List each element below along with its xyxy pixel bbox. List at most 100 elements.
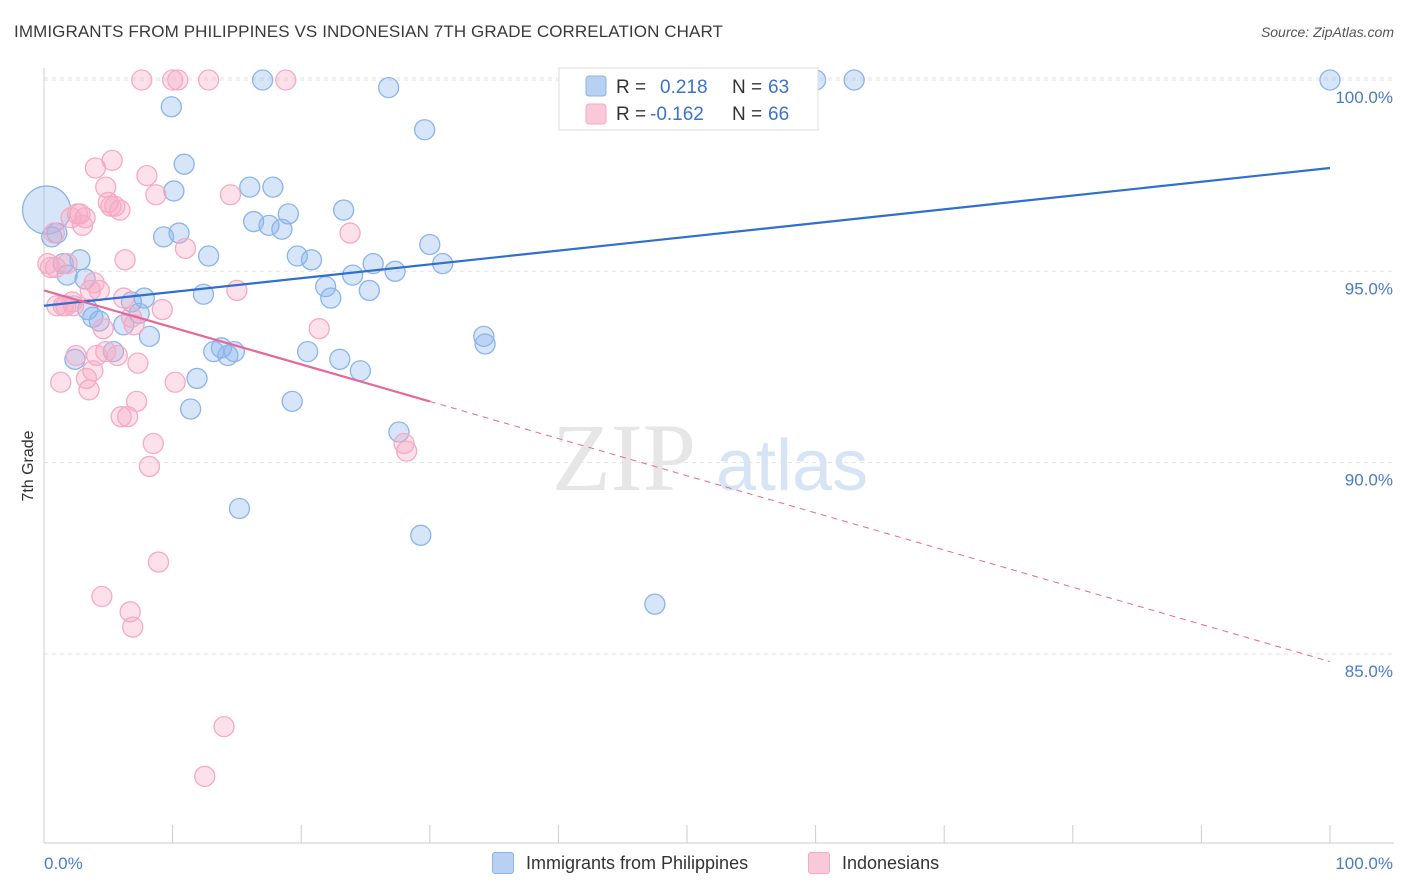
- point-indonesians-51: [219, 184, 242, 206]
- point-indonesians-50: [213, 715, 235, 738]
- point-philippines-45: [341, 264, 364, 286]
- point-indonesians-48: [174, 237, 197, 259]
- legend-swatch-philippines-bottom: [492, 852, 514, 874]
- point-indonesians-40: [138, 455, 161, 478]
- legend-n-value-philippines: 63: [768, 77, 789, 98]
- point-indonesians-14: [78, 379, 100, 401]
- point-indonesians-6: [56, 252, 78, 275]
- trend-lines: [43, 166, 1331, 663]
- legend-item-philippines: Immigrants from Philippines: [492, 852, 748, 874]
- trend-line-indonesians-extension: [429, 400, 1331, 663]
- point-indonesians-9: [65, 344, 87, 367]
- point-indonesians-2: [43, 222, 65, 244]
- point-philippines-27: [217, 344, 239, 367]
- point-indonesians-62: [109, 199, 131, 221]
- point-indonesians-61: [83, 272, 105, 294]
- point-indonesians-4: [50, 371, 72, 393]
- point-indonesians-53: [194, 765, 216, 787]
- point-indonesians-65: [120, 306, 143, 328]
- trend-line-indonesians: [43, 289, 431, 403]
- legend-label-indonesians: Indonesians: [842, 852, 940, 873]
- point-indonesians-49: [197, 69, 220, 91]
- point-indonesians-42: [145, 184, 167, 206]
- legend-r-label-indonesians: R =: [616, 104, 646, 125]
- legend-item-indonesians: Indonesians: [808, 852, 939, 874]
- point-philippines-39: [296, 340, 319, 363]
- series-legend: Immigrants from Philippines Indonesians: [0, 852, 1406, 878]
- point-indonesians-24: [97, 191, 119, 214]
- point-philippines-60: [843, 69, 865, 91]
- point-philippines-43: [329, 348, 351, 370]
- point-philippines-24: [197, 245, 220, 267]
- point-indonesians-55: [308, 318, 330, 340]
- axes: [43, 68, 1394, 844]
- point-philippines-38: [286, 245, 308, 267]
- point-philippines-57: [474, 333, 496, 355]
- point-philippines-42: [320, 287, 342, 309]
- point-philippines-58: [644, 593, 666, 615]
- chart-title: IMMIGRANTS FROM PHILIPPINES VS INDONESIA…: [14, 22, 724, 41]
- point-indonesians-21: [92, 318, 114, 340]
- legend-n-label-indonesians: N =: [732, 104, 762, 125]
- legend-n-value-indonesians: 66: [768, 104, 789, 125]
- trend-line-philippines: [43, 166, 1331, 307]
- point-philippines-33: [258, 214, 280, 237]
- source-credit: Source: ZipAtlas.com: [1260, 24, 1394, 40]
- legend-swatch-philippines: [585, 75, 607, 97]
- point-indonesians-56: [339, 222, 361, 244]
- point-philippines-30: [239, 176, 261, 198]
- point-indonesians-23: [95, 340, 117, 363]
- point-philippines-61: [1319, 69, 1341, 91]
- point-indonesians-36: [125, 390, 148, 413]
- point-indonesians-43: [147, 551, 170, 573]
- point-philippines-21: [179, 398, 202, 420]
- y-axis-title: 7th Grade: [20, 430, 37, 501]
- tick-labels: 100.0% 95.0% 90.0% 85.0% 0.0% 100.0%: [44, 88, 1393, 873]
- point-indonesians-54: [275, 69, 297, 91]
- x-tick-label-1: 100.0%: [1335, 854, 1393, 873]
- point-philippines-22: [186, 367, 208, 390]
- point-indonesians-38: [131, 69, 153, 91]
- point-indonesians-1: [39, 256, 62, 279]
- point-philippines-36: [277, 203, 299, 225]
- point-philippines-14: [133, 287, 155, 309]
- point-indonesians-47: [167, 69, 189, 91]
- y-tick-label-1: 95.0%: [1345, 279, 1393, 298]
- point-philippines-50: [384, 260, 406, 282]
- point-philippines-29: [228, 497, 251, 520]
- point-indonesians-20: [91, 585, 113, 608]
- point-philippines-47: [358, 279, 381, 302]
- point-philippines-18: [163, 180, 185, 202]
- y-tick-label-0: 100.0%: [1335, 88, 1393, 107]
- point-indonesians-45: [161, 69, 184, 91]
- legend-swatch-indonesians: [585, 103, 607, 125]
- point-indonesians-37: [127, 352, 149, 374]
- point-philippines-54: [419, 233, 441, 256]
- point-indonesians-57: [393, 432, 415, 455]
- legend-n-label-philippines: N =: [732, 77, 762, 98]
- point-philippines-52: [410, 524, 432, 546]
- point-indonesians-31: [114, 249, 136, 271]
- x-tick-label-0: 0.0%: [44, 854, 83, 873]
- legend-label-philippines: Immigrants from Philippines: [526, 852, 749, 873]
- point-indonesians-28: [106, 344, 128, 367]
- stats-legend: R = 0.218 N = 63 R = -0.162 N = 66: [558, 67, 819, 131]
- point-philippines-37: [281, 390, 303, 413]
- legend-r-label-philippines: R =: [616, 77, 646, 98]
- point-indonesians-63: [44, 256, 67, 279]
- point-indonesians-64: [66, 203, 89, 225]
- point-indonesians-58: [396, 440, 418, 462]
- point-philippines-17: [160, 96, 182, 118]
- y-tick-label-2: 90.0%: [1345, 471, 1393, 490]
- point-indonesians-41: [142, 432, 164, 455]
- point-indonesians-34: [122, 616, 144, 638]
- watermark: ZIP atlas: [552, 404, 868, 511]
- point-indonesians-29: [110, 406, 132, 428]
- watermark-atlas: atlas: [716, 426, 868, 506]
- point-philippines-51: [388, 421, 410, 443]
- point-philippines-56: [473, 325, 495, 347]
- legend-r-value-philippines: 0.218: [660, 77, 708, 98]
- point-indonesians-46: [164, 371, 186, 393]
- point-philippines-62: [41, 226, 63, 248]
